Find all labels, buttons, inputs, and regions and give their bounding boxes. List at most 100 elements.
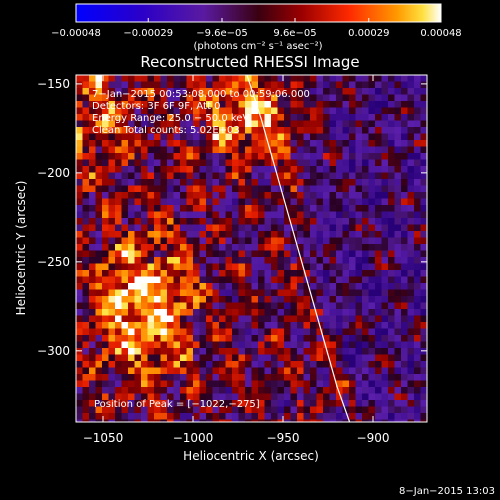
heatmap-cell: [329, 361, 337, 368]
heatmap-cell: [394, 289, 402, 297]
y-tick-label: −300: [37, 344, 70, 358]
heatmap-cell: [108, 348, 116, 355]
heatmap-cell: [199, 198, 207, 206]
heatmap-cell: [323, 153, 330, 160]
heatmap-cell: [225, 198, 233, 206]
heatmap-cell: [407, 387, 415, 394]
heatmap-cell: [141, 231, 148, 238]
heatmap-cell: [219, 88, 226, 95]
heatmap-cell: [329, 127, 337, 134]
heatmap-cell: [115, 257, 122, 264]
heatmap-cell: [323, 127, 330, 134]
heatmap-cell: [258, 179, 265, 186]
heatmap-cell: [349, 179, 356, 186]
heatmap-cell: [336, 406, 343, 414]
heatmap-cell: [160, 133, 168, 141]
heatmap-cell: [303, 75, 311, 82]
heatmap-cell: [225, 224, 233, 232]
heatmap-cell: [323, 341, 330, 349]
heatmap-cell: [316, 231, 324, 238]
heatmap-cell: [420, 335, 427, 342]
heatmap-cell: [401, 393, 408, 401]
heatmap-cell: [407, 218, 415, 225]
heatmap-cell: [219, 283, 226, 290]
heatmap-cell: [76, 302, 83, 310]
heatmap-cell: [264, 341, 272, 349]
heatmap-cell: [329, 328, 337, 336]
heatmap-cell: [115, 309, 122, 316]
heatmap-cell: [258, 244, 265, 251]
heatmap-cell: [206, 276, 213, 284]
heatmap-cell: [336, 75, 343, 82]
heatmap-cell: [173, 192, 181, 199]
heatmap-cell: [316, 406, 324, 414]
heatmap-cell: [297, 88, 304, 95]
heatmap-cell: [82, 114, 90, 121]
heatmap-cell: [147, 237, 155, 245]
heatmap-cell: [147, 270, 155, 277]
heatmap-cell: [186, 179, 194, 186]
heatmap-cell: [303, 133, 311, 141]
heatmap-cell: [414, 205, 421, 212]
heatmap-cell: [329, 289, 337, 297]
heatmap-cell: [180, 166, 187, 173]
heatmap-cell: [323, 328, 330, 336]
heatmap-cell: [407, 172, 415, 180]
heatmap-cell: [264, 283, 272, 290]
heatmap-cell: [368, 296, 376, 303]
heatmap-cell: [180, 315, 187, 323]
heatmap-cell: [134, 166, 142, 173]
heatmap-cell: [186, 309, 194, 316]
heatmap-cell: [82, 341, 90, 349]
heatmap-cell: [271, 367, 278, 375]
heatmap-cell: [186, 289, 194, 297]
heatmap-cell: [375, 101, 382, 108]
heatmap-cell: [394, 107, 402, 115]
heatmap-cell: [212, 309, 220, 316]
heatmap-cell: [76, 244, 83, 251]
heatmap-cell: [147, 185, 155, 193]
heatmap-cell: [264, 367, 272, 375]
y-axis-label: Heliocentric Y (arcsec): [14, 181, 28, 316]
heatmap-cell: [258, 387, 265, 394]
heatmap-cell: [277, 400, 285, 407]
heatmap-cell: [336, 94, 343, 102]
heatmap-cell: [394, 393, 402, 401]
heatmap-cell: [89, 302, 96, 310]
heatmap-cell: [128, 231, 135, 238]
heatmap-cell: [160, 159, 168, 167]
heatmap-cell: [108, 419, 116, 422]
heatmap-cell: [102, 192, 109, 199]
heatmap-cell: [381, 237, 389, 245]
heatmap-cell: [225, 166, 233, 173]
heatmap-cell: [375, 380, 382, 388]
heatmap-cell: [316, 224, 324, 232]
heatmap-cell: [414, 419, 421, 422]
heatmap-cell: [121, 413, 129, 420]
heatmap-cell: [258, 341, 265, 349]
heatmap-cell: [212, 153, 220, 160]
heatmap-cell: [82, 361, 90, 368]
heatmap-cell: [407, 224, 415, 232]
heatmap-cell: [407, 185, 415, 193]
heatmap-cell: [362, 393, 369, 401]
heatmap-cell: [147, 114, 155, 121]
heatmap-cell: [238, 140, 246, 147]
heatmap-cell: [238, 406, 246, 414]
heatmap-cell: [141, 159, 148, 167]
heatmap-cell: [316, 198, 324, 206]
heatmap-cell: [277, 88, 285, 95]
heatmap-cell: [342, 374, 350, 381]
heatmap-cell: [193, 406, 200, 414]
heatmap-cell: [329, 296, 337, 303]
heatmap-cell: [89, 224, 96, 232]
heatmap-cell: [199, 335, 207, 342]
heatmap-cell: [102, 406, 109, 414]
heatmap-cell: [115, 302, 122, 310]
heatmap-cell: [362, 127, 369, 134]
heatmap-cell: [160, 315, 168, 323]
heatmap-cell: [147, 354, 155, 362]
heatmap-cell: [362, 146, 369, 154]
heatmap-cell: [284, 419, 291, 422]
heatmap-cell: [336, 172, 343, 180]
